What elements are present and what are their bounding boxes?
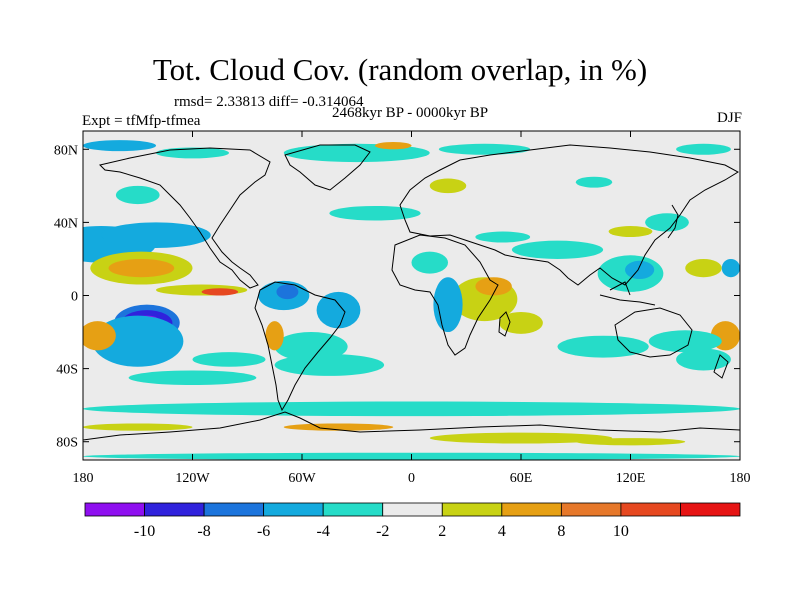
anomaly-region <box>676 143 731 155</box>
lon-tick-label: 0 <box>408 471 415 486</box>
season-label: DJF <box>716 110 742 126</box>
coast-greenland <box>284 144 371 191</box>
anomaly-region <box>676 348 731 371</box>
coast-madagascar <box>498 311 511 337</box>
lat-tick-label: 40S <box>56 363 78 378</box>
coast-south-america <box>254 281 346 412</box>
coast-antarctica <box>83 411 740 441</box>
anomaly-region <box>128 370 257 386</box>
anomaly-region <box>201 288 239 296</box>
anomaly-region <box>274 353 385 376</box>
experiment-label: Expt = tfMfp-tfmea <box>82 113 201 129</box>
colorbar-label: -6 <box>257 523 270 540</box>
lat-tick-label: 40N <box>54 216 78 231</box>
anomaly-region <box>557 335 649 358</box>
lon-tick-label: 180 <box>730 471 751 486</box>
colorbar-label: 2 <box>438 523 446 540</box>
colorbar-swatch <box>322 502 384 517</box>
anomaly-region <box>429 178 467 194</box>
colorbar-swatch <box>620 502 681 517</box>
colorbar-label: -10 <box>134 523 155 540</box>
anomaly-region <box>625 260 655 280</box>
colorbar-swatch <box>382 502 443 517</box>
coast-indonesia <box>599 281 656 306</box>
anomaly-region <box>92 315 184 367</box>
lon-tick-label: 60W <box>288 471 316 486</box>
anomaly-region <box>499 311 543 334</box>
anomaly-region <box>721 258 740 278</box>
lat-tick-label: 0 <box>71 290 78 305</box>
coast-north-america <box>99 147 271 289</box>
anomaly-region <box>192 352 266 367</box>
colorbar-label: 10 <box>613 523 629 540</box>
anomaly-region <box>83 321 116 351</box>
colorbar-label: -4 <box>317 523 330 540</box>
anomaly-region <box>375 141 412 150</box>
anomaly-region <box>475 231 531 243</box>
colorbar: -10 -8 -6 -4 -2 2 4 8 10 <box>84 502 741 540</box>
coast-australia <box>614 307 693 358</box>
colorbar-swatch <box>680 502 741 517</box>
coast-africa <box>391 234 499 356</box>
colorbar-swatch <box>560 502 622 517</box>
anomaly-region <box>265 321 284 351</box>
anomaly-region <box>276 284 299 300</box>
anomaly-region <box>411 251 448 274</box>
anomaly-region <box>283 423 394 431</box>
lon-tick-label: 120E <box>616 471 646 486</box>
lon-tick-label: 120W <box>175 471 210 486</box>
anomaly-region <box>429 432 613 444</box>
map-title: Tot. Cloud Cov. (random overlap, in %) <box>152 52 648 87</box>
anomaly-region <box>511 240 604 259</box>
anomaly-region <box>83 423 193 431</box>
anomaly-region <box>648 330 722 353</box>
anomaly-region <box>438 143 531 155</box>
colorbar-label: 4 <box>498 523 506 540</box>
coastlines <box>83 144 740 441</box>
anomaly-region <box>575 176 613 188</box>
anomaly-region <box>115 185 160 205</box>
colorbar-label: -2 <box>376 523 389 540</box>
coast-japan <box>667 204 679 239</box>
anomaly-region <box>101 222 211 248</box>
anomaly-region <box>575 438 686 446</box>
period-subtitle: 2468kyr BP - 0000kyr BP <box>331 105 489 121</box>
lon-tick-label: 180 <box>73 471 94 486</box>
colorbar-label: 8 <box>557 523 565 540</box>
anomaly-region <box>83 140 156 152</box>
lon-tick-label: 60E <box>510 471 533 486</box>
anomaly-region <box>475 277 512 296</box>
lat-tick-label: 80S <box>56 436 78 451</box>
anomaly-region <box>83 401 740 417</box>
anomaly-field <box>83 140 740 460</box>
anomaly-region <box>329 205 421 221</box>
coast-new-zealand <box>713 354 729 379</box>
colorbar-swatch <box>84 502 145 517</box>
coast-eurasia <box>399 144 740 286</box>
colorbar-swatch <box>263 502 324 517</box>
anomaly-region <box>608 226 653 238</box>
anomaly-region <box>685 258 722 278</box>
colorbar-swatch <box>144 502 205 517</box>
colorbar-label: -8 <box>197 523 210 540</box>
colorbar-swatch <box>441 502 503 517</box>
anomaly-region <box>645 213 689 232</box>
anomaly-region <box>108 258 175 278</box>
colorbar-swatch <box>501 502 562 517</box>
anomaly-region <box>316 291 361 329</box>
axis-ticks: 180 120W 60W 0 60E 120E 180 80N 40N 0 40S 80S <box>54 131 751 486</box>
stats-label: rmsd= 2.33813 diff= -0.314064 <box>174 94 364 110</box>
lat-tick-label: 80N <box>54 143 78 158</box>
colorbar-swatch <box>203 502 265 517</box>
